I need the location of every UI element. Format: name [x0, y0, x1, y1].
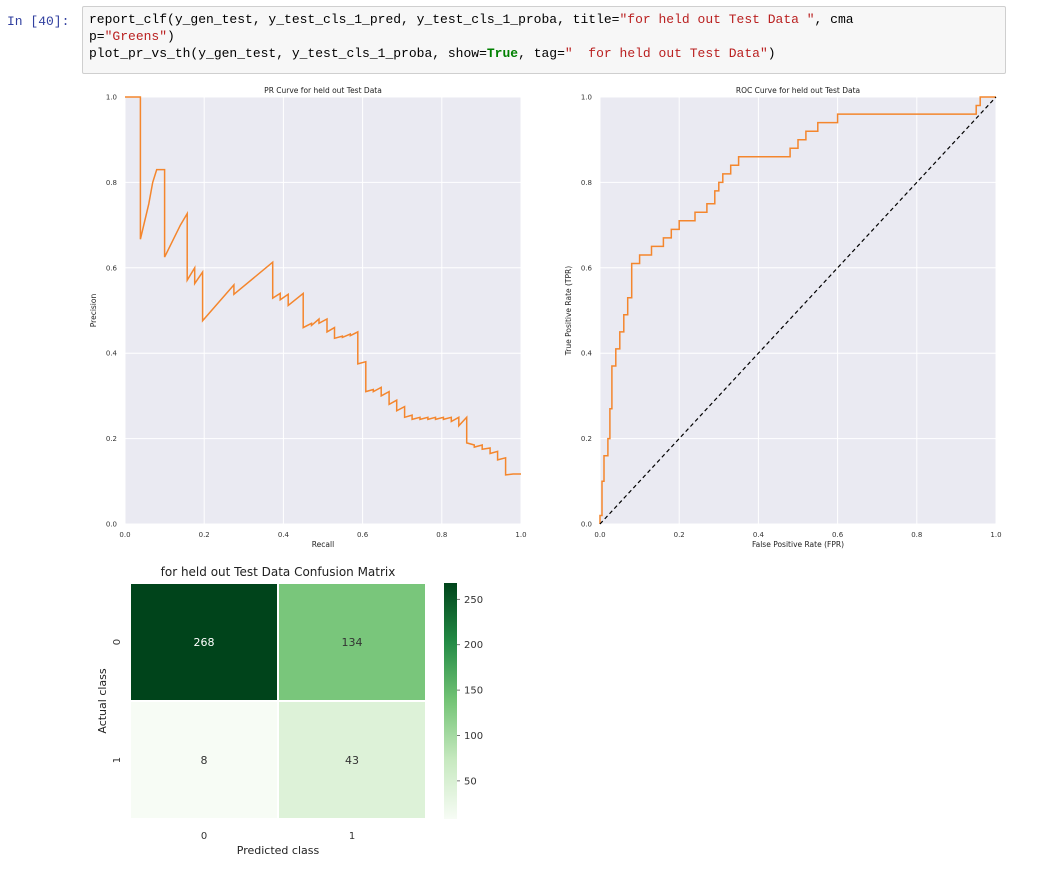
pr-curve-line [125, 96, 521, 476]
roc-ylabel: True Positive Rate (TPR) [564, 266, 573, 356]
matrix-cell [277, 582, 427, 702]
code-text: plot_pr_vs_th(y_gen_test, y_test_cls_1_p… [89, 46, 487, 61]
pr-title: PR Curve for held out Test Data [264, 86, 382, 95]
pr-xlabel: Recall [312, 540, 334, 549]
matrix-cell [129, 700, 279, 820]
colorbar-tick-label: 50 [464, 776, 477, 787]
pr-xtick-label: 0.8 [436, 531, 447, 539]
matrix-xtick-label: 0 [201, 831, 207, 842]
pr-xtick-label: 0.2 [199, 531, 210, 539]
roc-xtick-label: 0.6 [832, 531, 844, 539]
pr-ytick-label: 0.4 [106, 350, 118, 358]
matrix-cell-value: 268 [194, 636, 215, 649]
pr-xtick-label: 0.4 [278, 531, 290, 539]
colorbar [444, 583, 457, 819]
colorbar-tick-label: 200 [464, 640, 483, 651]
matrix-cell-value: 8 [201, 754, 208, 767]
matrix-cell [129, 582, 279, 702]
pr-xtick-label: 1.0 [515, 531, 526, 539]
roc-xtick-label: 0.4 [753, 531, 765, 539]
roc-ytick-label: 1.0 [581, 94, 592, 102]
roc-xtick-label: 0.8 [911, 531, 922, 539]
code-keyword: True [486, 46, 519, 61]
code-string: " for held out Test Data" [564, 46, 768, 61]
pr-ytick-label: 0.2 [106, 435, 117, 443]
matrix-ylabel: Actual class [96, 668, 109, 734]
roc-curve-line [599, 96, 996, 524]
code-string: "for held out Test Data " [619, 12, 815, 27]
pr-ytick-label: 1.0 [106, 94, 117, 102]
roc-ytick-label: 0.6 [581, 264, 593, 272]
roc-chance-line [599, 96, 997, 525]
code-text: report_clf(y_gen_test, y_test_cls_1_pred… [89, 12, 620, 27]
code-text: , tag= [518, 46, 565, 61]
code-string: "Greens" [104, 29, 168, 44]
pr-ytick-label: 0.6 [106, 264, 118, 272]
pr-plot-area [125, 97, 521, 524]
code-cell-input[interactable]: report_clf(y_gen_test, y_test_cls_1_pred… [82, 6, 1006, 74]
matrix-cell-value: 43 [345, 754, 359, 767]
pr-xtick-label: 0.0 [119, 531, 130, 539]
matrix-cell-value: 134 [342, 636, 363, 649]
code-text: ) [767, 46, 776, 61]
pr-xtick-label: 0.6 [357, 531, 369, 539]
matrix-ytick-label: 1 [112, 757, 123, 763]
roc-xtick-label: 0.0 [594, 531, 605, 539]
colorbar-tick-label: 150 [464, 686, 483, 697]
roc-ytick-label: 0.0 [581, 521, 592, 529]
matrix-xtick-label: 1 [349, 831, 355, 842]
colorbar-tick-label: 250 [464, 595, 483, 606]
cell-prompt: In [40]: [7, 14, 70, 29]
roc-xlabel: False Positive Rate (FPR) [752, 540, 844, 549]
code-text: ) [167, 29, 175, 44]
roc-ytick-label: 0.2 [581, 435, 592, 443]
pr-ytick-label: 0.8 [106, 179, 117, 187]
roc-ytick-label: 0.4 [581, 350, 593, 358]
code-text: p= [89, 29, 105, 44]
matrix-cell [277, 700, 427, 820]
matrix-xlabel: Predicted class [237, 844, 320, 857]
pr-ylabel: Precision [89, 294, 98, 328]
code-text: , cma [814, 12, 854, 27]
colorbar-tick-label: 100 [464, 731, 483, 742]
matrix-title: for held out Test Data Confusion Matrix [161, 565, 396, 579]
roc-ytick-label: 0.8 [581, 179, 592, 187]
matrix-ytick-label: 0 [112, 639, 123, 645]
roc-xtick-label: 0.2 [674, 531, 685, 539]
roc-xtick-label: 1.0 [990, 531, 1001, 539]
roc-title: ROC Curve for held out Test Data [736, 86, 860, 95]
pr-ytick-label: 0.0 [106, 521, 117, 529]
